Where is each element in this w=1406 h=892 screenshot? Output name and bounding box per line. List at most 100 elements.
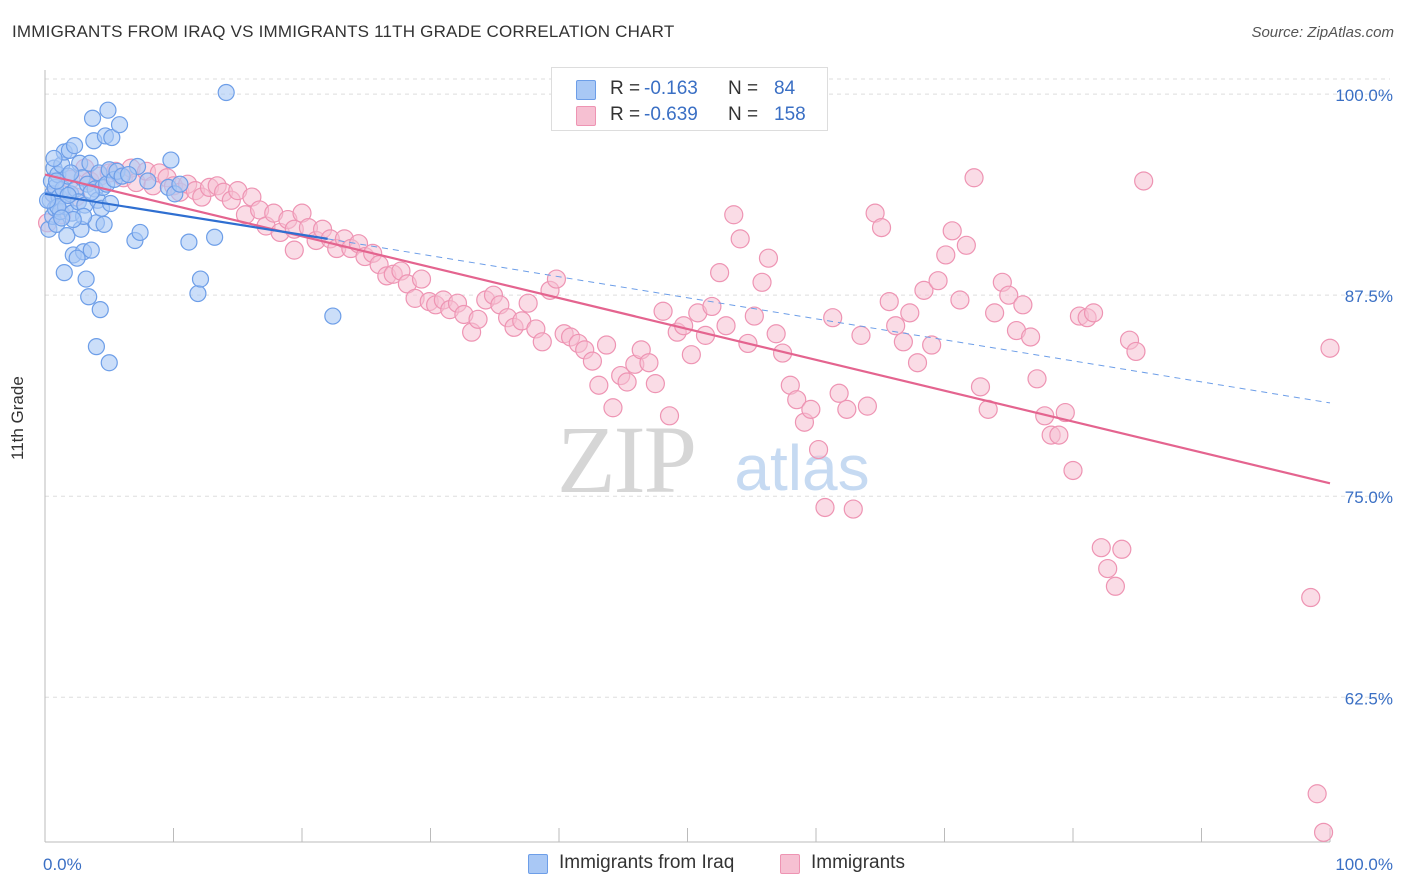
data-point-immigrants <box>1126 341 1146 362</box>
y-axis-label: 11th Grade <box>8 376 27 460</box>
data-point-immigrants <box>801 399 821 419</box>
legend-n-value: 84 <box>774 78 796 99</box>
data-point-iraq <box>77 270 95 288</box>
legend-swatch-pink <box>576 106 596 126</box>
data-point-immigrants <box>964 168 984 188</box>
bottom-legend-swatch-pink <box>780 854 800 874</box>
data-point-iraq <box>45 149 63 168</box>
data-point-immigrants <box>815 497 835 518</box>
data-point-immigrants <box>837 399 857 419</box>
data-point-immigrants <box>752 272 772 292</box>
data-point-immigrants <box>871 218 892 238</box>
data-point-iraq <box>119 165 138 184</box>
watermark-atlas: atlas <box>734 432 869 504</box>
data-point-immigrants <box>468 309 488 329</box>
data-point-iraq <box>82 241 100 259</box>
data-point-immigrants <box>284 240 304 260</box>
data-point-immigrants <box>766 324 786 344</box>
chart-title: IMMIGRANTS FROM IRAQ VS IMMIGRANTS 11TH … <box>12 22 675 41</box>
data-point-immigrants <box>999 285 1019 305</box>
trend-line-iraq <box>44 192 328 240</box>
data-point-iraq <box>59 186 77 205</box>
data-point-immigrants <box>589 375 609 395</box>
grid-lines <box>45 78 1390 698</box>
data-point-immigrants <box>653 301 673 321</box>
data-point-iraq <box>162 151 180 169</box>
data-point-immigrants <box>956 235 976 255</box>
data-point-immigrants <box>900 303 920 323</box>
trend-lines <box>44 173 1331 485</box>
data-point-iraq <box>171 175 189 193</box>
data-point-immigrants <box>1055 402 1075 423</box>
data-point-immigrants <box>1083 303 1104 323</box>
data-point-immigrants <box>1112 539 1132 559</box>
series-immigrants <box>37 158 1340 842</box>
watermark: ZIP atlas <box>557 406 870 513</box>
data-point-immigrants <box>823 308 843 328</box>
trend-line-iraq-extended <box>327 238 1331 404</box>
y-tick-label: 87.5% <box>1345 287 1393 306</box>
data-point-immigrants <box>744 306 764 326</box>
data-point-iraq <box>99 101 117 119</box>
data-point-immigrants <box>1098 558 1118 579</box>
data-point-iraq <box>189 284 207 303</box>
y-tick-label: 62.5% <box>1345 689 1393 708</box>
data-point-iraq <box>180 233 198 251</box>
legend: R = -0.163 N = 84 R = -0.639 N = 158 <box>551 67 828 131</box>
data-point-immigrants <box>730 229 750 249</box>
bottom-legend-swatch-blue <box>528 854 548 874</box>
data-point-immigrants <box>532 332 552 352</box>
data-point-immigrants <box>596 335 617 355</box>
data-point-immigrants <box>659 406 680 426</box>
data-point-immigrants <box>582 351 603 371</box>
data-point-immigrants <box>1091 538 1111 558</box>
data-point-immigrants <box>710 263 730 283</box>
data-point-iraq <box>206 228 224 246</box>
legend-swatch-blue <box>576 80 596 100</box>
data-point-immigrants <box>857 396 878 416</box>
chart-source: Source: ZipAtlas.com <box>1251 24 1394 41</box>
data-point-immigrants <box>907 353 928 373</box>
data-point-iraq <box>38 191 57 209</box>
data-point-iraq <box>110 116 129 134</box>
data-point-immigrants <box>851 325 871 345</box>
data-point-immigrants <box>787 390 807 410</box>
data-point-iraq <box>100 354 118 372</box>
legend-r-value: -0.639 <box>644 104 698 125</box>
data-point-immigrants <box>928 271 948 291</box>
data-point-immigrants <box>1013 295 1033 315</box>
data-point-immigrants <box>914 280 934 300</box>
data-point-iraq <box>58 227 76 245</box>
data-point-immigrants <box>808 439 829 460</box>
data-point-immigrants <box>879 292 899 312</box>
data-point-immigrants <box>603 398 623 418</box>
legend-n-label: N = <box>728 104 759 125</box>
data-point-immigrants <box>1105 576 1126 596</box>
bottom-legend-label: Immigrants <box>811 852 905 873</box>
legend-r-value: -0.163 <box>644 78 698 99</box>
data-point-immigrants <box>922 335 942 355</box>
data-point-immigrants <box>716 316 736 336</box>
data-point-immigrants <box>411 269 432 289</box>
data-point-immigrants <box>518 293 538 313</box>
data-point-immigrants <box>617 372 637 392</box>
data-point-immigrants <box>942 221 962 241</box>
data-point-iraq <box>91 301 109 319</box>
y-tick-label: 75.0% <box>1345 488 1393 507</box>
data-point-immigrants <box>843 499 863 519</box>
legend-n-value: 158 <box>774 104 806 125</box>
y-tick-label: 100.0% <box>1335 86 1393 105</box>
data-point-iraq <box>68 249 86 267</box>
bottom-legend-label: Immigrants from Iraq <box>559 852 735 873</box>
data-point-immigrants <box>950 290 970 310</box>
data-point-iraq <box>103 128 121 147</box>
data-point-immigrants <box>893 332 913 352</box>
data-point-iraq <box>65 136 84 155</box>
data-point-immigrants <box>1134 171 1154 191</box>
data-point-immigrants <box>985 303 1005 323</box>
data-point-immigrants <box>1063 460 1083 481</box>
data-point-iraq <box>191 270 210 288</box>
x-tick-label: 100.0% <box>1335 855 1393 874</box>
data-point-immigrants <box>1320 338 1340 358</box>
